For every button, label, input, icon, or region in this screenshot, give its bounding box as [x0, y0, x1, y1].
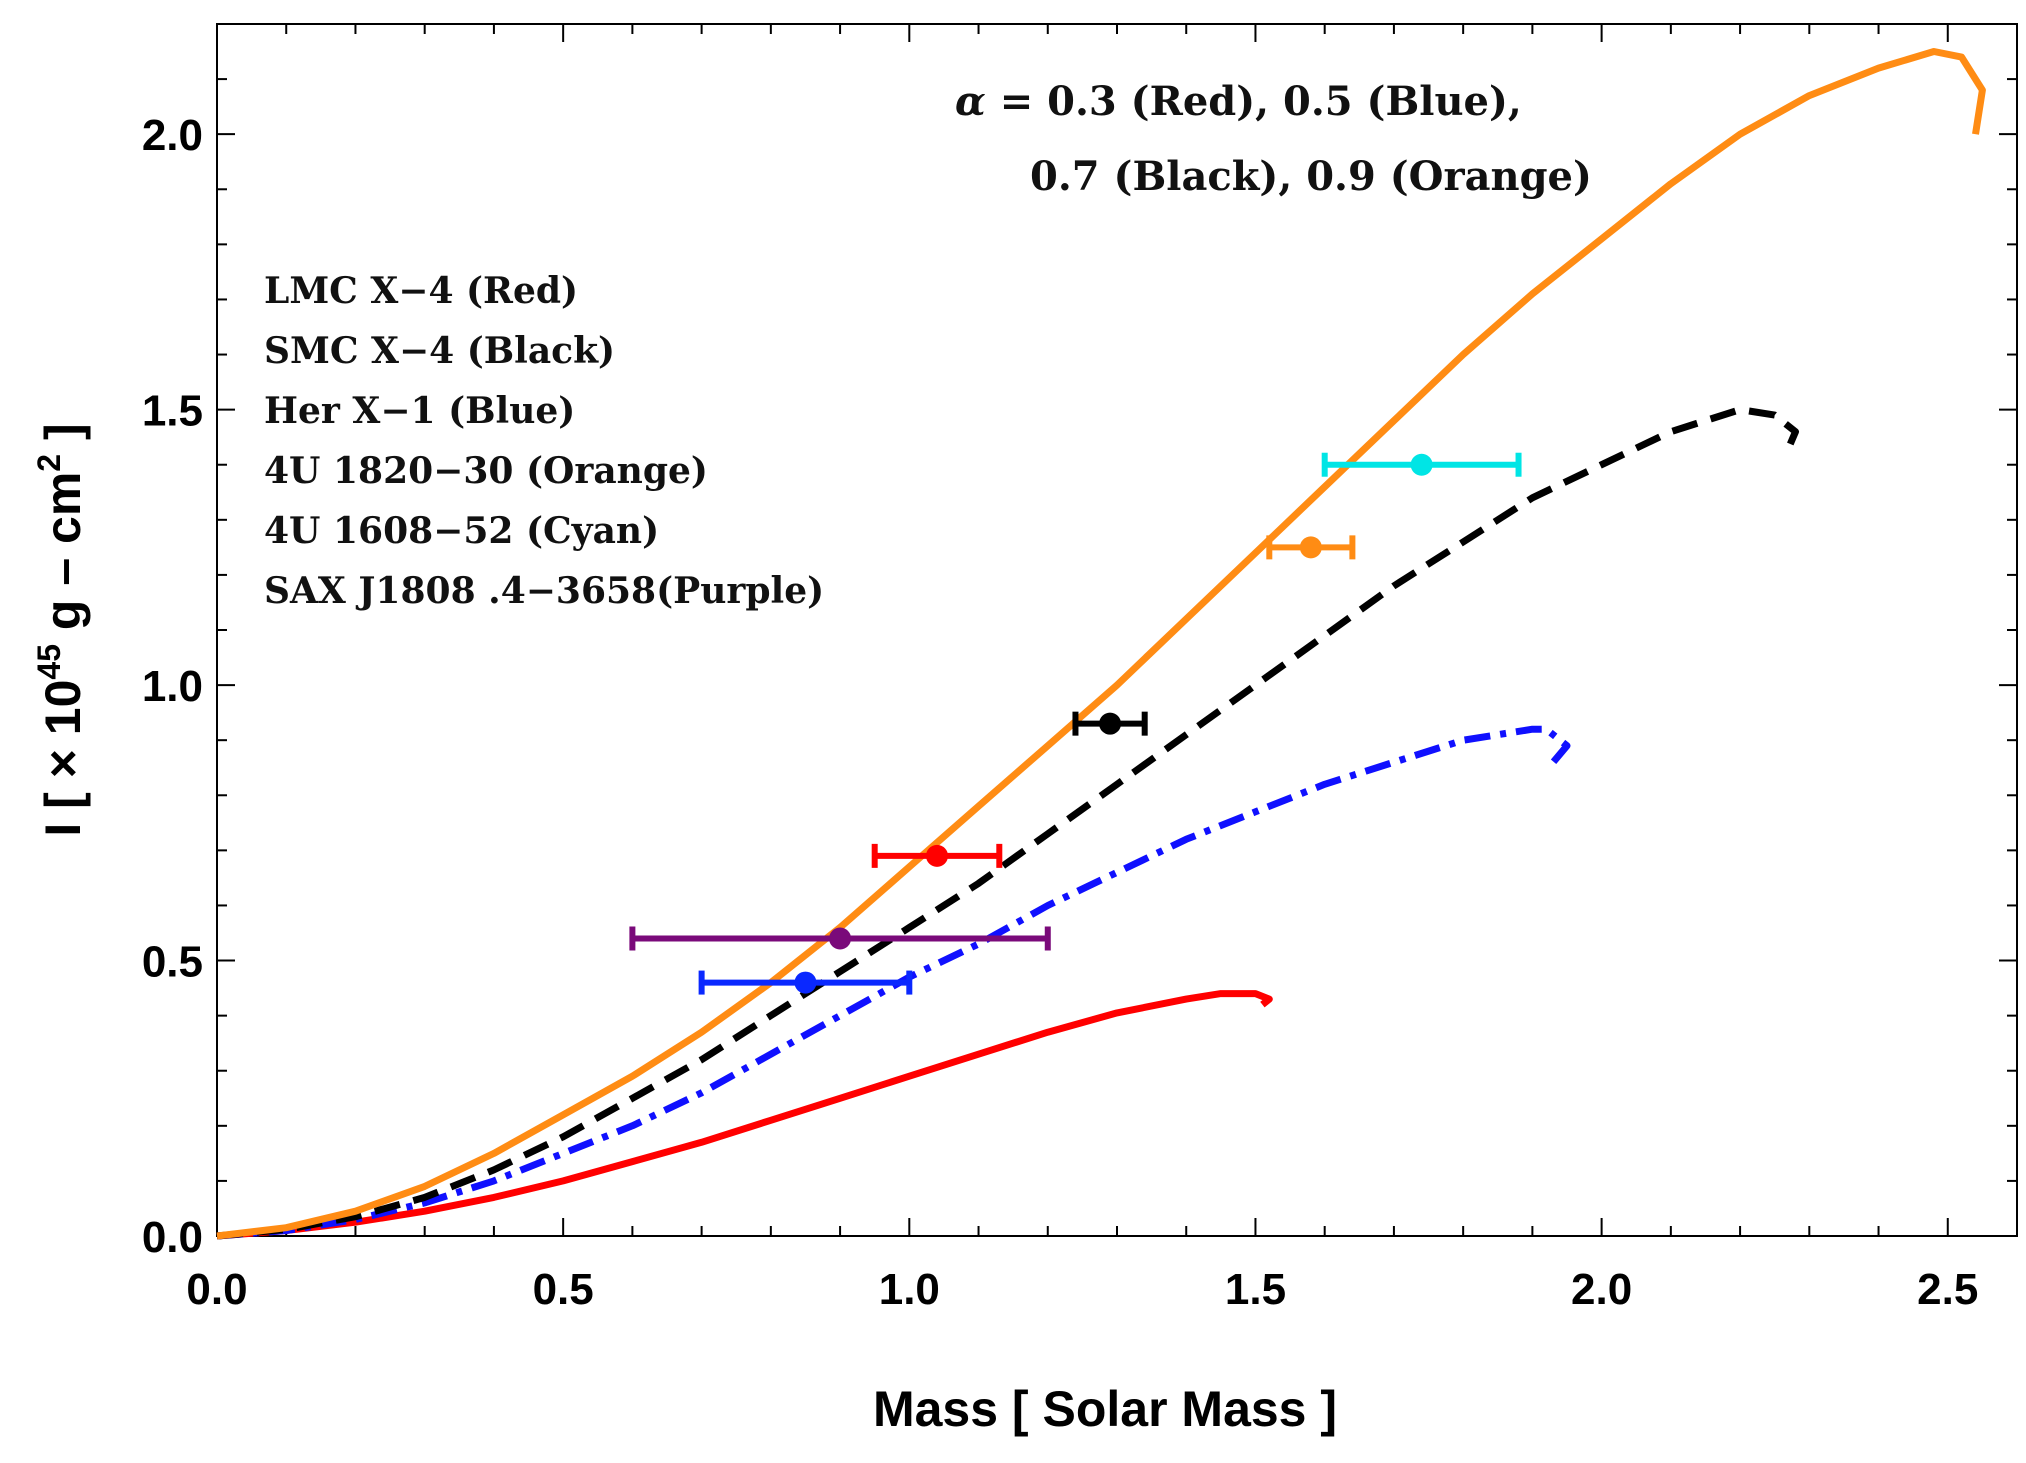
x-tick-label: 2.0	[1571, 1265, 1632, 1314]
series-curve	[216, 406, 1799, 1240]
series-curve	[216, 990, 1273, 1240]
alpha-annotation-line1-text: = 0.3 (Red), 0.5 (Blue),	[986, 78, 1522, 125]
object-legend: LMC X−4 (Red) SMC X−4 (Black) Her X−1 (Blu…	[264, 270, 824, 612]
data-point	[794, 971, 817, 994]
y-axis-title-prefix: I [ × 10	[35, 680, 91, 837]
x-tick-label: 1.0	[879, 1265, 940, 1314]
alpha-annotation-line2: 0.7 (Black), 0.9 (Orange)	[1030, 153, 1592, 200]
data-point	[829, 927, 852, 950]
y-tick-label: 2.0	[142, 111, 203, 160]
data-point	[1410, 453, 1433, 476]
data-point	[1299, 536, 1322, 559]
y-tick-label: 0.0	[142, 1213, 203, 1262]
series-layer	[216, 48, 1986, 1240]
svg-text:I [ × 1045 g – cm2 ]: I [ × 1045 g – cm2 ]	[31, 423, 91, 836]
series-curve	[216, 725, 1571, 1240]
x-tick-label: 0.0	[186, 1265, 247, 1314]
y-tick-label: 1.5	[142, 387, 203, 436]
series-curve	[216, 48, 1986, 1240]
y-axis-title-middle: g – cm	[35, 472, 91, 644]
legend-entry: LMC X−4 (Red)	[264, 270, 578, 312]
y-tick-label: 1.0	[142, 662, 203, 711]
legend-entry: SAX J1808 .4−3658(Purple)	[264, 570, 824, 612]
legend-entry: 4U 1820−30 (Orange)	[264, 450, 708, 492]
data-point	[1099, 712, 1122, 735]
y-axis-title-exponent: 45	[31, 644, 67, 680]
x-axis-title: Mass [ Solar Mass ]	[873, 1381, 1337, 1437]
y-axis-title-suffix: ]	[35, 423, 91, 454]
legend-entry: SMC X−4 (Black)	[264, 330, 615, 372]
x-tick-label: 1.5	[1225, 1265, 1286, 1314]
observations-layer	[629, 452, 1522, 995]
y-axis-title: I [ × 1045 g – cm2 ]	[31, 423, 91, 836]
y-tick-label: 0.5	[142, 938, 203, 987]
axis-ticks: 0.0 0.5 1.0 1.5 2.0 2.5 0.0 0.5 1.0 1.5 2.0	[142, 23, 2018, 1314]
data-point	[926, 844, 948, 867]
plot-frame	[216, 23, 2018, 1237]
alpha-annotation-line1: α = 0.3 (Red), 0.5 (Blue),	[955, 78, 1522, 125]
legend-entry: 4U 1608−52 (Cyan)	[264, 510, 659, 552]
legend-entry: Her X−1 (Blue)	[264, 390, 575, 432]
x-tick-label: 0.5	[533, 1265, 594, 1314]
y-axis-title-exponent2: 2	[31, 454, 67, 472]
x-tick-label: 2.5	[1917, 1265, 1978, 1314]
alpha-symbol: α	[955, 78, 986, 125]
